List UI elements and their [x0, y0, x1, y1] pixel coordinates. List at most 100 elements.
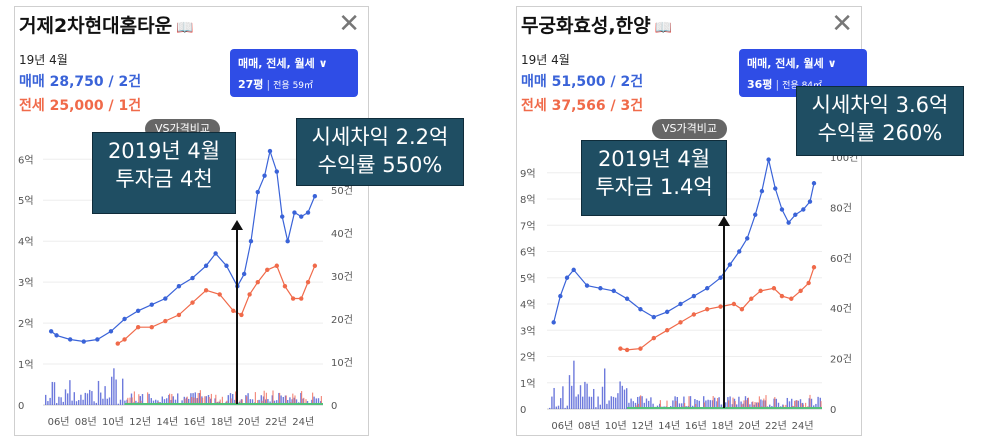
volume-bar [615, 397, 617, 409]
volume-bar [229, 393, 232, 405]
invest-callout-right: 2019년 4월 투자금 1.4억 [581, 140, 727, 216]
volume-bar [729, 396, 731, 409]
vs-compare-button[interactable]: VS가격비교 [652, 119, 727, 139]
volume-bar [762, 400, 764, 409]
volume-bar [727, 397, 729, 409]
volume-bar [560, 398, 562, 409]
data-point [739, 307, 745, 312]
volume-bar [566, 405, 568, 409]
volume-bar [601, 386, 604, 409]
data-point [758, 288, 763, 294]
data-point [305, 279, 311, 285]
area-label: 전용 59㎡ [273, 81, 314, 91]
y2-tick-label: 50건 [331, 185, 353, 197]
volume-bar [604, 368, 606, 409]
volume-bar [765, 395, 767, 409]
volume-bar [755, 402, 758, 409]
volume-bar [313, 396, 315, 405]
volume-bar [163, 399, 166, 405]
volume-bar [246, 396, 248, 405]
data-point [213, 251, 218, 256]
volume-bar [736, 404, 738, 409]
trade-type-selector[interactable]: 매매, 전세, 월세 ∨ 27평 | 전용 59㎡ [230, 49, 358, 97]
data-point [731, 301, 737, 307]
data-point [759, 188, 765, 194]
close-icon[interactable]: ✕ [831, 9, 853, 39]
volume-bar [166, 398, 168, 405]
volume-bar [732, 397, 734, 409]
data-point [248, 238, 254, 244]
close-icon[interactable]: ✕ [338, 9, 360, 39]
map-book-icon[interactable]: 📖 [654, 20, 673, 36]
volume-bar [215, 394, 217, 405]
volume-bar [795, 400, 797, 409]
volume-bar [113, 368, 115, 405]
volume-bar [235, 391, 237, 405]
y-tick-label: 5억 [18, 195, 34, 207]
volume-bar [788, 401, 791, 409]
volume-bar [91, 391, 93, 405]
x-tick-label: 18년 [211, 416, 233, 428]
volume-bar [119, 399, 122, 405]
volume-bar [758, 402, 760, 409]
data-point [571, 267, 576, 273]
data-point [203, 288, 209, 293]
y-tick-label: 4억 [520, 299, 536, 311]
volume-bar [193, 397, 195, 405]
volume-bar [210, 393, 212, 405]
volume-bar [689, 396, 692, 409]
y-tick-label: 6억 [520, 247, 536, 259]
volume-bar [207, 394, 210, 405]
volume-bar [47, 401, 49, 405]
volume-bar [810, 398, 813, 409]
y2-tick-label: 10건 [331, 357, 353, 369]
x-tick-label: 22년 [765, 420, 787, 432]
volume-bar [205, 396, 207, 405]
volume-bar [612, 396, 615, 409]
volume-bar [234, 399, 236, 405]
volume-bar [688, 396, 690, 409]
volume-bar [196, 398, 199, 405]
volume-bar [584, 381, 586, 409]
volume-bar [171, 393, 173, 405]
volume-bar [717, 398, 719, 409]
volume-bar [51, 381, 53, 405]
series-line-jeonse [117, 265, 316, 345]
volume-bar [80, 394, 82, 405]
data-point [584, 283, 590, 288]
volume-bar [749, 404, 751, 409]
volume-bar [279, 392, 281, 405]
volume-bar [181, 400, 183, 405]
volume-bar [714, 397, 716, 409]
volume-bar [89, 389, 91, 405]
volume-bar [186, 396, 188, 405]
data-point [651, 335, 656, 341]
volume-bar [276, 400, 278, 405]
price-panel-right: 무궁화효성,한양 📖 ✕ 19년 4월 매매 51,500 / 2건 전세 37,… [516, 6, 867, 436]
volume-bar [303, 397, 305, 405]
volume-bar [294, 395, 296, 405]
x-tick-label: 14년 [658, 420, 680, 432]
volume-bar [197, 392, 199, 405]
volume-bar [53, 382, 56, 405]
volume-bar [257, 400, 259, 405]
gain-callout-left: 시세차익 2.2억 수익률 550% [296, 118, 464, 186]
volume-bar [630, 398, 632, 409]
pyeong-label: 27평 [238, 78, 264, 91]
x-tick-label: 24년 [792, 420, 814, 432]
volume-bar [555, 406, 557, 409]
map-book-icon[interactable]: 📖 [176, 20, 194, 36]
volume-bar [115, 379, 117, 405]
volume-bar [93, 401, 95, 405]
data-point [773, 186, 778, 191]
volume-bar [75, 401, 78, 405]
data-point [48, 329, 54, 334]
volume-bar [641, 396, 643, 409]
volume-bar [108, 397, 111, 405]
data-point [290, 296, 296, 301]
x-tick-label: 18년 [712, 420, 734, 432]
volume-bar [575, 396, 577, 409]
volume-bar [69, 380, 71, 405]
volume-bar [226, 400, 228, 405]
